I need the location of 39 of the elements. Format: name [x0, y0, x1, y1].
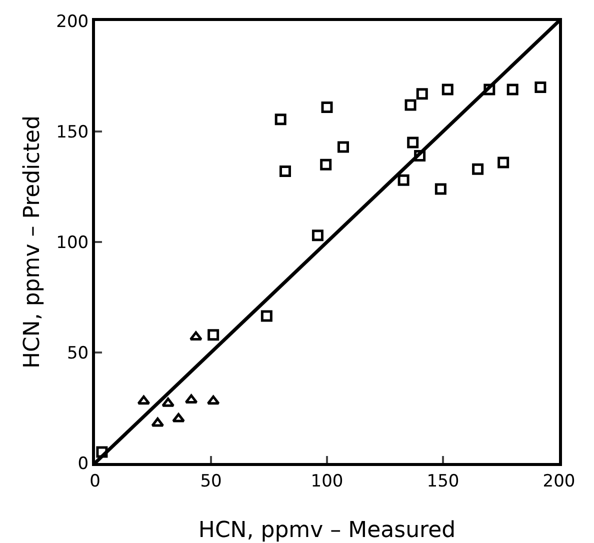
x-tick-label: 200 — [542, 471, 576, 492]
point — [398, 174, 410, 186]
y-tick-label: 100 — [56, 232, 89, 253]
point — [206, 395, 220, 405]
point — [434, 183, 446, 195]
point — [416, 88, 428, 100]
point — [337, 141, 349, 153]
point — [96, 446, 108, 458]
point — [151, 417, 164, 427]
x-tick-label: 150 — [426, 471, 460, 492]
point — [442, 84, 454, 96]
point — [404, 99, 416, 111]
point — [137, 395, 150, 405]
point — [162, 398, 175, 407]
point — [189, 331, 202, 341]
point — [484, 84, 496, 96]
y-tick-label: 50 — [66, 343, 89, 364]
point — [279, 166, 291, 178]
point — [320, 158, 332, 170]
point — [506, 84, 518, 96]
point — [321, 101, 333, 113]
point — [534, 82, 546, 94]
y-tick-label: 200 — [56, 12, 89, 32]
point — [184, 394, 198, 404]
point — [407, 136, 419, 148]
point — [472, 163, 484, 175]
y-tick-label: 0 — [78, 454, 89, 474]
point — [172, 413, 185, 422]
point — [260, 310, 272, 322]
x-tick-label: 50 — [200, 471, 222, 492]
point — [208, 329, 220, 341]
point — [312, 230, 324, 242]
x-tick-label: 100 — [310, 471, 344, 492]
point — [498, 156, 510, 168]
x-axis-title: HCN, ppmv – Measured — [198, 518, 456, 543]
y-tick-label: 150 — [56, 122, 89, 142]
point — [414, 150, 426, 162]
y-axis-title: HCN, ppmv – Predicted — [20, 116, 45, 368]
point — [274, 114, 286, 126]
